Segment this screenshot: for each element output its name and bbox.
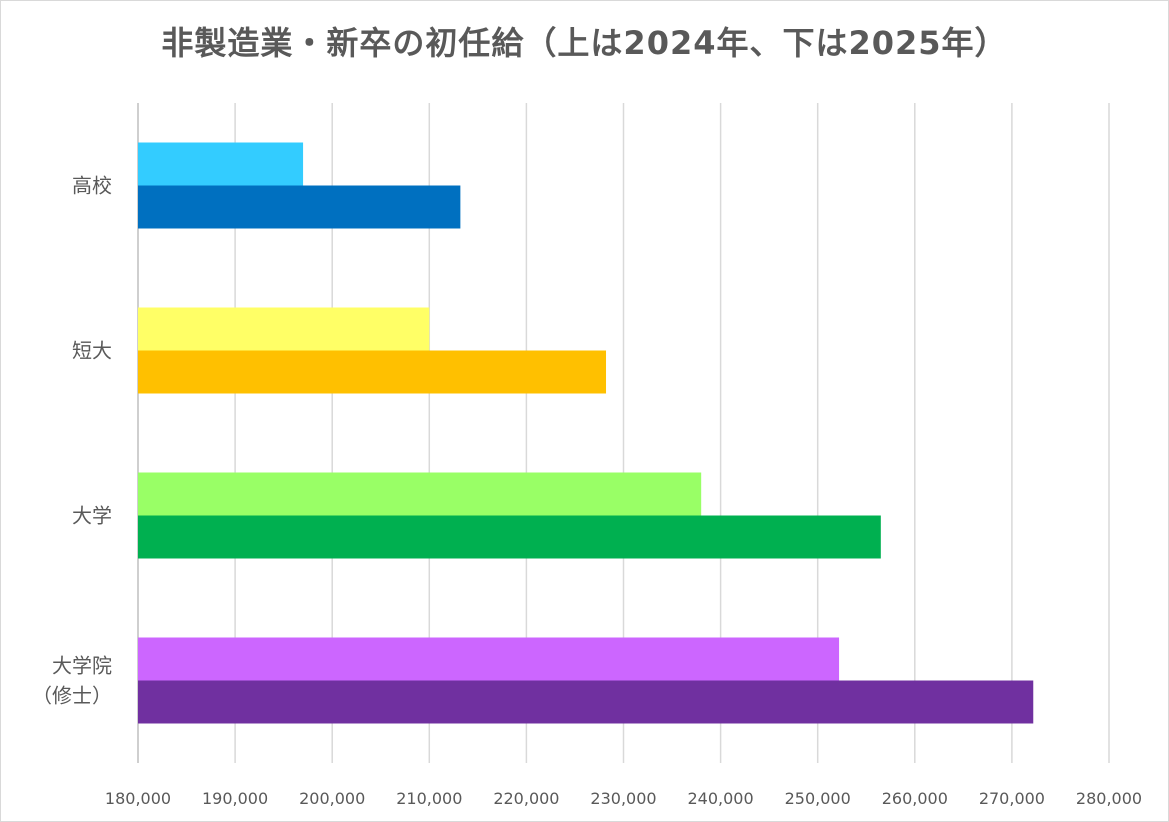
x-tick-label: 180,000 (105, 789, 171, 808)
category-label: 大学院 (52, 654, 112, 678)
x-tick-label: 260,000 (882, 789, 948, 808)
category-label: 大学 (72, 504, 112, 528)
category-label: 短大 (72, 339, 112, 363)
x-tick-label: 270,000 (979, 789, 1045, 808)
x-tick-label: 230,000 (590, 789, 656, 808)
x-tick-label: 240,000 (688, 789, 754, 808)
bar-高校-2025年[interactable] (138, 185, 461, 229)
x-tick-label: 250,000 (785, 789, 851, 808)
x-tick-label: 220,000 (493, 789, 559, 808)
bar-大学院（修士）-2025年[interactable] (138, 680, 1034, 724)
x-tick-label: 190,000 (202, 789, 268, 808)
chart-title: 非製造業・新卒の初任給（上は2024年、下は2025年） (161, 24, 1008, 62)
bar-高校-2024年[interactable] (138, 142, 304, 186)
x-tick-label: 210,000 (396, 789, 462, 808)
x-tick-label: 200,000 (299, 789, 365, 808)
bar-大学-2024年[interactable] (138, 472, 702, 516)
bar-大学院（修士）-2024年[interactable] (138, 637, 840, 681)
x-tick-label: 280,000 (1076, 789, 1142, 808)
category-label: （修士） (32, 684, 112, 708)
bar-短大-2025年[interactable] (138, 350, 607, 394)
category-label: 高校 (72, 174, 112, 198)
bar-短大-2024年[interactable] (138, 307, 430, 351)
bar-大学-2025年[interactable] (138, 515, 881, 559)
